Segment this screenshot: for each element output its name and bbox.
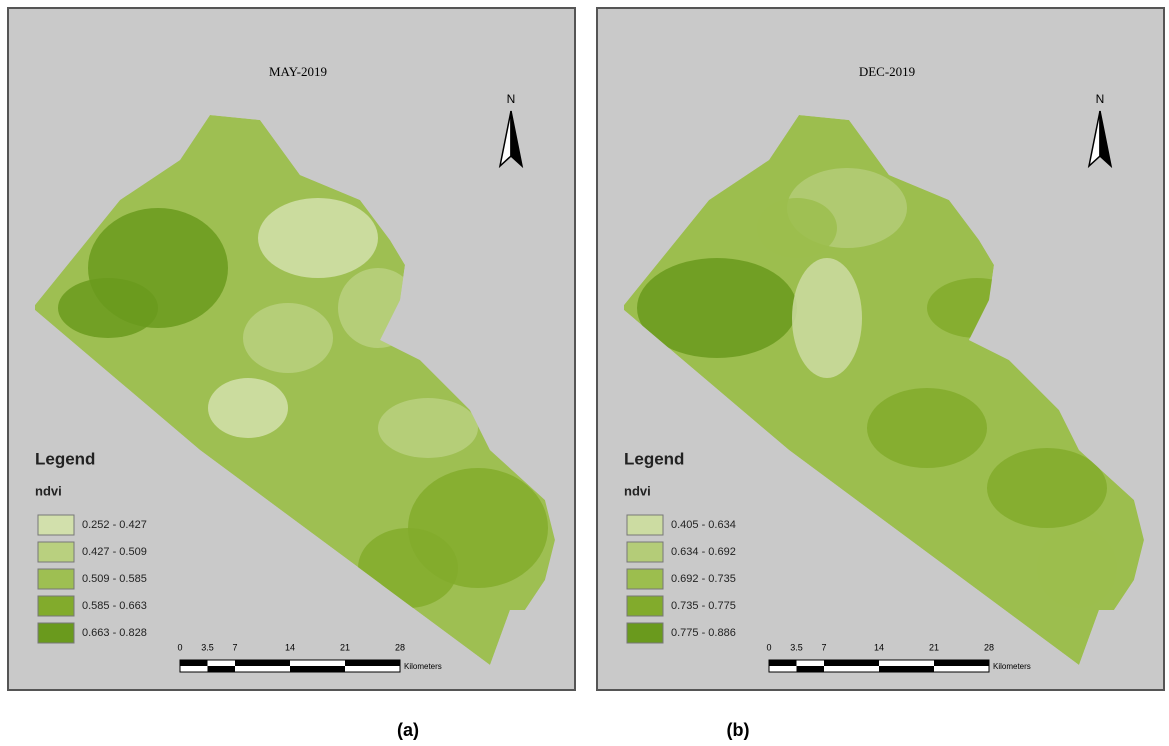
legend-swatch	[627, 569, 663, 589]
legend-field: ndvi	[624, 483, 651, 498]
scale-segment	[180, 660, 208, 666]
map-title: MAY-2019	[269, 64, 327, 79]
legend-title: Legend	[35, 449, 95, 468]
map-title: DEC-2019	[859, 64, 915, 79]
legend-label: 0.735 - 0.775	[671, 600, 736, 612]
legend-label: 0.252 - 0.427	[82, 519, 147, 531]
legend-label: 0.585 - 0.663	[82, 600, 147, 612]
scale-label: 14	[285, 642, 295, 652]
scale-segment	[290, 666, 345, 672]
scale-label: 0	[177, 642, 182, 652]
legend-label: 0.405 - 0.634	[671, 519, 736, 531]
legend-label: 0.775 - 0.886	[671, 627, 736, 639]
north-label: N	[1096, 92, 1105, 106]
legend-swatch	[38, 515, 74, 535]
scale-segment	[235, 660, 290, 666]
legend-swatch	[38, 542, 74, 562]
ndvi-patch	[378, 398, 478, 458]
scale-label: 3.5	[201, 642, 214, 652]
scale-label: 0	[766, 642, 771, 652]
scale-segment	[345, 660, 400, 666]
ndvi-patch	[792, 258, 862, 378]
map-panel: DEC-2019 N Legend ndvi 0.405 - 0.634 0.634 - …	[597, 8, 1164, 690]
legend-label: 0.692 - 0.735	[671, 573, 736, 585]
legend-title: Legend	[624, 449, 684, 468]
ndvi-patch	[1037, 528, 1117, 608]
ndvi-patch	[243, 303, 333, 373]
scale-unit: Kilometers	[993, 662, 1031, 671]
scale-label: 7	[232, 642, 237, 652]
legend-label: 0.427 - 0.509	[82, 546, 147, 558]
legend-swatch	[38, 596, 74, 616]
legend-swatch	[38, 569, 74, 589]
ndvi-patch	[987, 448, 1107, 528]
scale-label: 3.5	[790, 642, 803, 652]
legend-swatch	[627, 596, 663, 616]
scale-label: 28	[984, 642, 994, 652]
legend-label: 0.663 - 0.828	[82, 627, 147, 639]
scale-label: 21	[340, 642, 350, 652]
scale-segment	[879, 666, 934, 672]
scale-segment	[208, 666, 236, 672]
legend-swatch	[627, 623, 663, 643]
ndvi-patch	[58, 278, 158, 338]
ndvi-patch	[757, 198, 837, 258]
scale-label: 7	[821, 642, 826, 652]
scale-label: 28	[395, 642, 405, 652]
caption: (a)	[397, 720, 419, 740]
scale-segment	[934, 660, 989, 666]
scale-segment	[769, 660, 797, 666]
scale-segment	[797, 666, 825, 672]
legend-swatch	[38, 623, 74, 643]
figure: MAY-2019 N Legend ndvi 0.252 - 0.427 0.427 - …	[0, 0, 1169, 746]
ndvi-patch	[258, 198, 378, 278]
map-panel: MAY-2019 N Legend ndvi 0.252 - 0.427 0.427 - …	[8, 8, 575, 690]
ndvi-patch	[208, 378, 288, 438]
legend-swatch	[627, 515, 663, 535]
legend-swatch	[627, 542, 663, 562]
north-label: N	[507, 92, 516, 106]
scale-label: 21	[929, 642, 939, 652]
scale-unit: Kilometers	[404, 662, 442, 671]
scale-label: 14	[874, 642, 884, 652]
legend-label: 0.634 - 0.692	[671, 546, 736, 558]
legend-field: ndvi	[35, 483, 62, 498]
caption: (b)	[727, 720, 750, 740]
scale-segment	[824, 660, 879, 666]
legend-label: 0.509 - 0.585	[82, 573, 147, 585]
ndvi-patch	[867, 388, 987, 468]
